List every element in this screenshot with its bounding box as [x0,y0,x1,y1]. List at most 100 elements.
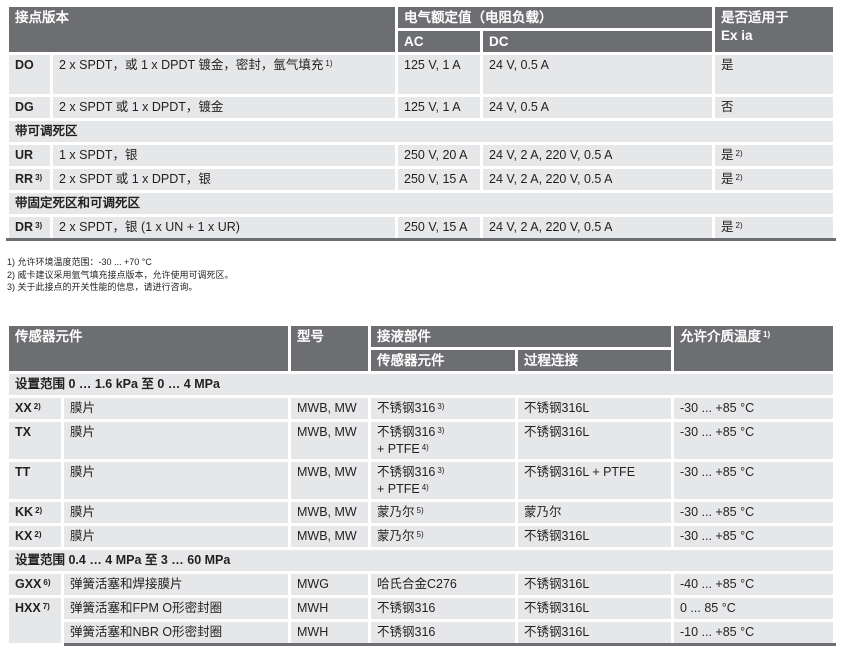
table-row: UR 1 x SPDT，银 250 V, 20 A 24 V, 2 A, 220 V,… [6,142,836,169]
dc-text: 24 V, 2 A, 220 V, 0.5 A [489,220,613,234]
code-text: TX [15,425,31,439]
wetted-sensor-material: 不锈钢316 3) [368,395,518,422]
footnotes: 1) 允许环境温度范围：-30 ... +70 °C 2) 威卡建议采用氩气填充… [7,256,234,294]
sensor-material-text: 不锈钢316 [377,401,436,415]
desc-text: 2 x SPDT，银 (1 x UN + 1 x UR) [59,220,240,234]
contact-description: 2 x SPDT，银 (1 x UN + 1 x UR) [50,214,398,241]
dc-text: 24 V, 2 A, 220 V, 0.5 A [489,172,613,186]
sensor-material-text: 不锈钢316 [377,425,436,439]
ex-footnote: 2) [735,221,743,230]
section-text: 带可调死区 [15,124,78,138]
process-text: 不锈钢316L [524,625,590,639]
dc-text: 24 V, 2 A, 220 V, 0.5 A [489,148,613,162]
sensor-material-text: 不锈钢316 [377,465,436,479]
model-text: MWB, MW [297,529,357,543]
sensor-extra-footnote: 4) [421,483,429,492]
dc-text: 24 V, 0.5 A [489,58,550,72]
medium-temperature: -30 ... +85 °C [671,459,836,502]
header-temp-label: 允许介质温度 [680,329,761,344]
wetted-sensor-material: 蒙乃尔 5) [368,499,518,526]
process-text: 不锈钢316L [524,401,590,415]
table-row: GXX 6) 弹簧活塞和焊接膜片 MWG 哈氏合金C276 不锈钢316L -40 ... … [6,571,836,598]
sensor-footnote: 3) [437,466,445,475]
header-electrical-rating: 电气额定值（电阻负载） [395,4,715,31]
process-connection-material: 不锈钢316L [515,419,674,462]
desc-text: 弹簧活塞和FPM O形密封圈 [70,601,223,615]
process-text: 不锈钢316L + PTFE [524,465,636,479]
desc-text: 膜片 [70,425,96,439]
process-connection-material: 不锈钢316L [515,595,674,622]
code-text: TT [15,465,31,479]
sensor-description: 弹簧活塞和NBR O形密封圈 [61,619,291,646]
wetted-sensor-material: 不锈钢316 [368,619,518,646]
sensor-description: 弹簧活塞和焊接膜片 [61,571,291,598]
table-row: 弹簧活塞和NBR O形密封圈 MWH 不锈钢316 不锈钢316L -10 ... +8… [8,619,836,646]
model: MWB, MW [288,459,371,502]
table-row: XX 2) 膜片 MWB, MW 不锈钢316 3) 不锈钢316L -30 ... +85 … [6,395,836,422]
code-footnote: 2) [35,506,43,515]
medium-temperature: -40 ... +85 °C [671,571,836,598]
sensor-material-extra: + PTFE [377,442,420,456]
ex-text: 是 [721,148,734,162]
desc-text: 膜片 [70,401,96,415]
header-contact-version: 接点版本 [6,4,398,55]
ac-text: 250 V, 15 A [404,172,468,186]
desc-text: 1 x SPDT，银 [59,148,138,162]
code-footnote: 6) [43,578,51,587]
sensor-footnote: 3) [437,426,445,435]
header-model: 型号 [288,323,371,374]
sensor-description: 弹簧活塞和FPM O形密封圈 [61,595,291,622]
sensor-code: KK 2) [6,499,64,526]
table-row: DO 2 x SPDT，或 1 x DPDT 镀金，密封，氩气填充 1) 125 V,… [6,52,836,97]
sensor-code: TX [6,419,64,462]
temp-text: -30 ... +85 °C [680,529,755,543]
header-ac: AC [395,28,483,55]
ac-rating: 125 V, 1 A [395,52,483,97]
model: MWB, MW [288,419,371,462]
sensor-description: 膜片 [61,499,291,526]
ex-text: 是 [721,58,734,72]
process-connection-material: 不锈钢316L [515,571,674,598]
process-text: 不锈钢316L [524,425,590,439]
desc-text: 2 x SPDT，或 1 x DPDT 镀金，密封，氩气填充 [59,58,324,72]
ex-footnote: 2) [735,149,743,158]
footnote-2: 2) 威卡建议采用氩气填充接点版本，允许使用可调死区。 [7,269,234,280]
contact-description: 2 x SPDT 或 1 x DPDT，银 [50,166,398,193]
dc-rating: 24 V, 2 A, 220 V, 0.5 A [480,166,715,193]
dc-rating: 24 V, 2 A, 220 V, 0.5 A [480,214,715,241]
header-sensor-element: 传感器元件 [6,323,291,374]
code-text: UR [15,148,34,162]
temp-text: -30 ... +85 °C [680,505,755,519]
dc-text: 24 V, 0.5 A [489,100,550,114]
section-text: 设置范围 0.4 … 4 MPa 至 3 … 60 MPa [15,553,231,567]
sensor-description: 膜片 [61,419,291,462]
sensor-footnote: 5) [416,506,424,515]
model: MWB, MW [288,395,371,422]
model: MWB, MW [288,523,371,550]
sensor-material-text: 蒙乃尔 [377,529,415,543]
sensor-material-text: 蒙乃尔 [377,505,415,519]
sensor-description: 膜片 [61,395,291,422]
header-ex-ia: 是否适用于 Ex ia [712,4,836,55]
section-label: 设置范围 0.4 … 4 MPa 至 3 … 60 MPa [6,547,836,574]
header-ex-line1: 是否适用于 [721,10,789,25]
header-ex-line2: Ex ia [721,28,753,43]
code-text: DG [15,100,34,114]
desc-text: 膜片 [70,529,96,543]
code-footnote: 7) [42,602,50,611]
ex-ia-suitability: 是 2) [712,142,836,169]
model: MWG [288,571,371,598]
sensor-description: 膜片 [61,459,291,502]
code-text: GXX [15,577,42,591]
ac-text: 125 V, 1 A [404,58,461,72]
sensor-extra-footnote: 4) [421,443,429,452]
desc-footnote: 1) [325,59,333,68]
contact-code: DG [6,94,53,121]
header-wetted-parts: 接液部件 [368,323,674,350]
ex-ia-suitability: 否 [712,94,836,121]
desc-text: 弹簧活塞和NBR O形密封圈 [70,625,223,639]
table-row: TT 膜片 MWB, MW 不锈钢316 3) + PTFE 4) 不锈钢316L + PTF… [6,459,836,502]
contact-code: DR 3) [6,214,53,241]
contact-code: UR [6,142,53,169]
desc-text: 弹簧活塞和焊接膜片 [70,577,183,591]
